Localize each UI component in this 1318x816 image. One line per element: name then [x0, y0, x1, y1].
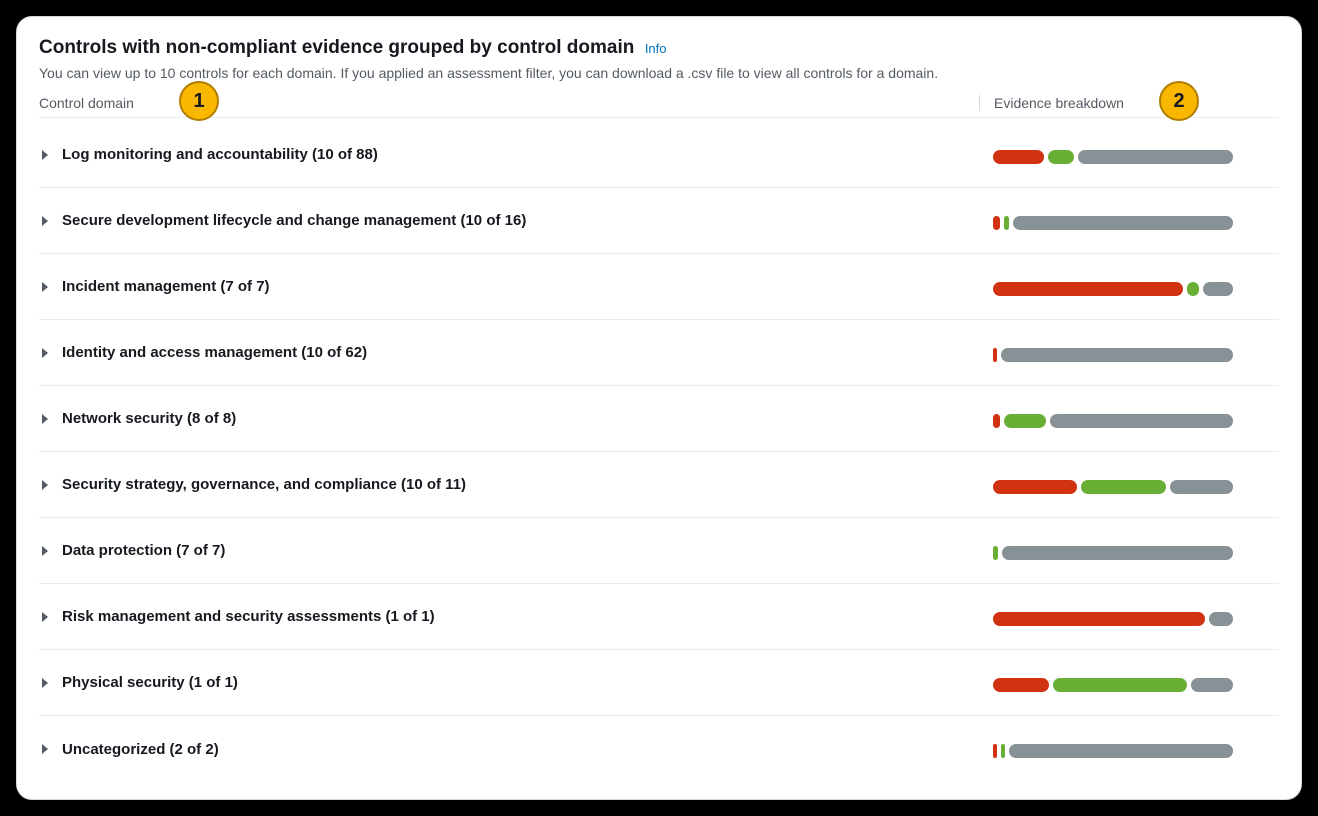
row-label: Network security (8 of 8) — [62, 410, 236, 427]
row-left[interactable]: Physical security (1 of 1) — [39, 674, 979, 691]
row-left[interactable]: Identity and access management (10 of 62… — [39, 344, 979, 361]
evidence-segment — [993, 414, 1000, 428]
expand-caret-icon[interactable] — [42, 612, 48, 622]
panel-title: Controls with non-compliant evidence gro… — [39, 37, 634, 58]
evidence-segment — [993, 612, 1205, 626]
evidence-segment — [1187, 282, 1199, 296]
annotation-callout-1: 1 — [179, 81, 219, 121]
evidence-segment — [993, 348, 997, 362]
row-right — [979, 410, 1279, 428]
row-right — [979, 212, 1279, 230]
domain-row[interactable]: Data protection (7 of 7) — [39, 518, 1279, 584]
domain-row[interactable]: Risk management and security assessments… — [39, 584, 1279, 650]
row-right — [979, 476, 1279, 494]
domain-row[interactable]: Network security (8 of 8) — [39, 386, 1279, 452]
info-link[interactable]: Info — [645, 41, 667, 56]
evidence-segment — [1004, 414, 1046, 428]
evidence-segment — [993, 150, 1044, 164]
evidence-segment — [1001, 744, 1005, 758]
evidence-segment — [1009, 744, 1233, 758]
evidence-bar — [993, 744, 1233, 758]
evidence-bar — [993, 216, 1233, 230]
row-left[interactable]: Data protection (7 of 7) — [39, 542, 979, 559]
evidence-segment — [1053, 678, 1188, 692]
row-left[interactable]: Security strategy, governance, and compl… — [39, 476, 979, 493]
row-right — [979, 608, 1279, 626]
column-header-evidence: Evidence breakdown — [979, 95, 1124, 111]
expand-caret-icon[interactable] — [42, 216, 48, 226]
row-left[interactable]: Risk management and security assessments… — [39, 608, 979, 625]
expand-caret-icon[interactable] — [42, 414, 48, 424]
row-right — [979, 542, 1279, 560]
evidence-segment — [993, 282, 1183, 296]
evidence-segment — [1203, 282, 1233, 296]
expand-caret-icon[interactable] — [42, 678, 48, 688]
evidence-segment — [1001, 348, 1233, 362]
expand-caret-icon[interactable] — [42, 480, 48, 490]
row-right — [979, 674, 1279, 692]
row-label: Physical security (1 of 1) — [62, 674, 238, 691]
row-left[interactable]: Incident management (7 of 7) — [39, 278, 979, 295]
row-label: Incident management (7 of 7) — [62, 278, 270, 295]
domain-row[interactable]: Secure development lifecycle and change … — [39, 188, 1279, 254]
evidence-bar — [993, 480, 1233, 494]
evidence-segment — [1170, 480, 1233, 494]
evidence-segment — [993, 480, 1077, 494]
expand-caret-icon[interactable] — [42, 546, 48, 556]
evidence-segment — [993, 546, 998, 560]
evidence-segment — [1191, 678, 1233, 692]
domain-row[interactable]: Physical security (1 of 1) — [39, 650, 1279, 716]
evidence-bar — [993, 612, 1233, 626]
evidence-bar — [993, 414, 1233, 428]
row-left[interactable]: Uncategorized (2 of 2) — [39, 741, 979, 758]
expand-caret-icon[interactable] — [42, 744, 48, 754]
evidence-segment — [1002, 546, 1233, 560]
row-label: Security strategy, governance, and compl… — [62, 476, 466, 493]
evidence-bar — [993, 282, 1233, 296]
row-left[interactable]: Log monitoring and accountability (10 of… — [39, 146, 979, 163]
row-right — [979, 740, 1279, 758]
row-left[interactable]: Network security (8 of 8) — [39, 410, 979, 427]
evidence-segment — [1050, 414, 1233, 428]
domain-row[interactable]: Incident management (7 of 7) — [39, 254, 1279, 320]
row-right — [979, 278, 1279, 296]
expand-caret-icon[interactable] — [42, 150, 48, 160]
domain-row[interactable]: Security strategy, governance, and compl… — [39, 452, 1279, 518]
domain-row[interactable]: Identity and access management (10 of 62… — [39, 320, 1279, 386]
rows-container: Log monitoring and accountability (10 of… — [39, 122, 1279, 782]
panel-header: Controls with non-compliant evidence gro… — [39, 37, 1279, 59]
row-right — [979, 344, 1279, 362]
evidence-segment — [1004, 216, 1009, 230]
columns-header: Control domain Evidence breakdown 1 2 — [39, 95, 1279, 118]
domain-row[interactable]: Uncategorized (2 of 2) — [39, 716, 1279, 782]
annotation-callout-2: 2 — [1159, 81, 1199, 121]
evidence-bar — [993, 678, 1233, 692]
evidence-segment — [1078, 150, 1233, 164]
expand-caret-icon[interactable] — [42, 348, 48, 358]
controls-panel: Controls with non-compliant evidence gro… — [16, 16, 1302, 800]
row-label: Risk management and security assessments… — [62, 608, 435, 625]
row-label: Secure development lifecycle and change … — [62, 212, 526, 229]
evidence-bar — [993, 150, 1233, 164]
evidence-bar — [993, 546, 1233, 560]
row-left[interactable]: Secure development lifecycle and change … — [39, 212, 979, 229]
domain-row[interactable]: Log monitoring and accountability (10 of… — [39, 122, 1279, 188]
row-label: Identity and access management (10 of 62… — [62, 344, 367, 361]
row-label: Uncategorized (2 of 2) — [62, 741, 219, 758]
evidence-segment — [993, 678, 1049, 692]
row-label: Log monitoring and accountability (10 of… — [62, 146, 378, 163]
row-label: Data protection (7 of 7) — [62, 542, 225, 559]
panel-subtitle: You can view up to 10 controls for each … — [39, 65, 1279, 81]
expand-caret-icon[interactable] — [42, 282, 48, 292]
evidence-segment — [993, 744, 997, 758]
evidence-segment — [1209, 612, 1233, 626]
evidence-bar — [993, 348, 1233, 362]
row-right — [979, 146, 1279, 164]
evidence-segment — [1048, 150, 1074, 164]
evidence-segment — [1081, 480, 1167, 494]
evidence-segment — [1013, 216, 1233, 230]
evidence-segment — [993, 216, 1000, 230]
